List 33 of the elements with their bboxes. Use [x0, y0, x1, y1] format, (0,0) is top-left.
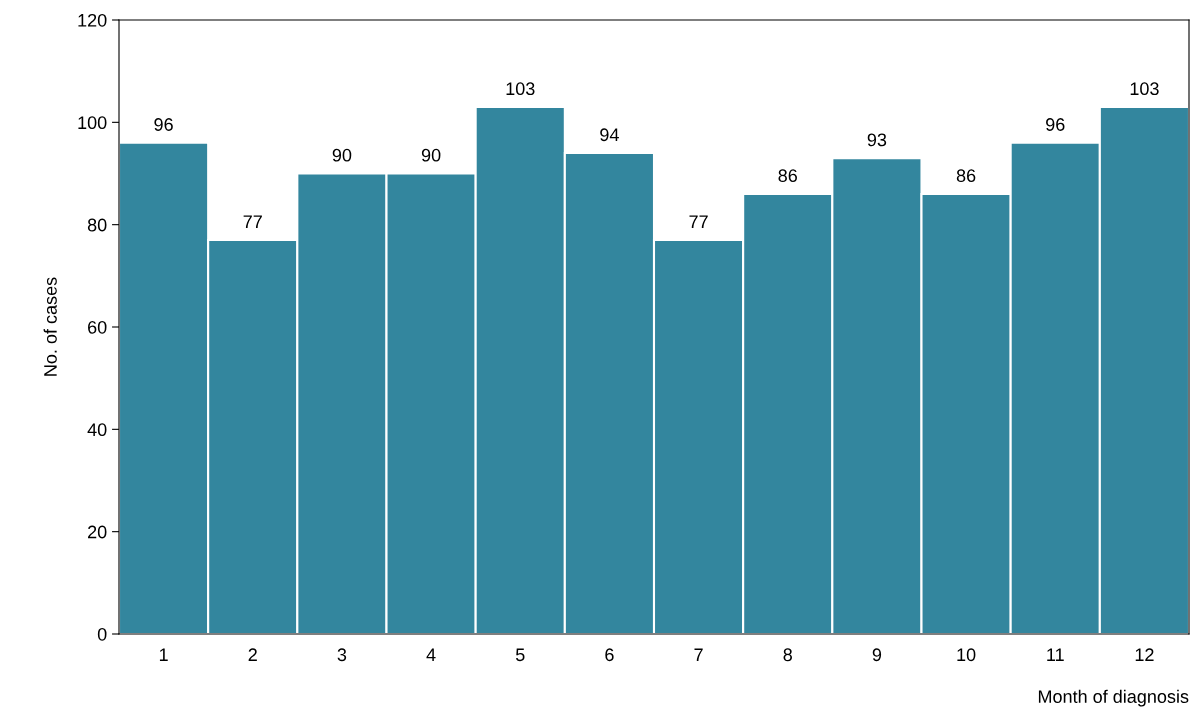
- y-tick-label: 40: [87, 423, 107, 437]
- data-label: 86: [778, 169, 797, 183]
- x-tick-label: 2: [248, 648, 257, 661]
- x-tick-label: 12: [1135, 648, 1154, 661]
- x-tick-label: 5: [515, 648, 525, 662]
- data-label: 103: [1130, 82, 1159, 96]
- data-label: 93: [867, 133, 887, 147]
- y-tick-label: 80: [87, 218, 107, 232]
- x-tick-label: 7: [694, 648, 703, 661]
- data-label: 86: [956, 169, 976, 183]
- y-tick-label: 120: [78, 13, 107, 27]
- x-tick-label: 11: [1047, 648, 1064, 661]
- x-tick-label: 10: [957, 648, 976, 662]
- data-label: 96: [1046, 118, 1065, 131]
- x-axis-title: Month of diagnosis: [1038, 689, 1189, 707]
- data-label: 103: [506, 82, 535, 96]
- data-label: 96: [154, 118, 173, 131]
- data-label: 90: [421, 148, 441, 162]
- x-tick-label: 9: [872, 648, 882, 662]
- x-tick-label: 4: [426, 648, 436, 661]
- y-tick-label: 100: [78, 116, 107, 130]
- data-label: 77: [689, 215, 708, 228]
- x-tick-label: 3: [337, 648, 347, 662]
- x-tick-label: 1: [159, 648, 168, 661]
- y-tick-label: 20: [88, 525, 107, 539]
- y-axis-title: No. of cases: [43, 277, 57, 376]
- data-label: 90: [332, 148, 352, 162]
- x-tick-label: 6: [605, 648, 614, 662]
- data-label: 77: [243, 215, 262, 228]
- y-tick-label: 60: [88, 320, 107, 334]
- x-tick-label: 8: [783, 648, 792, 662]
- data-label: 94: [600, 128, 619, 142]
- y-tick-label: 0: [97, 627, 107, 641]
